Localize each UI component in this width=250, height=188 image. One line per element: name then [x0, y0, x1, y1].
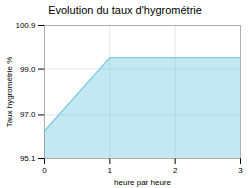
svg-text:2: 2	[173, 166, 178, 175]
svg-text:1: 1	[108, 166, 113, 175]
html-text:Evolution du taux d'hygrométri: Evolution du taux d'hygrométrie	[48, 4, 202, 16]
svg-text:99.0: 99.0	[20, 65, 36, 74]
svg-text:Taux hygrométrie %: Taux hygrométrie %	[5, 57, 14, 128]
svg-text:0: 0	[42, 166, 47, 175]
svg-text:heure par heure: heure par heure	[114, 178, 171, 187]
svg-text:95.1: 95.1	[20, 154, 36, 163]
svg-text:97.0: 97.0	[20, 110, 36, 119]
svg-text:100.9: 100.9	[15, 21, 36, 30]
svg-text:3: 3	[238, 166, 243, 175]
